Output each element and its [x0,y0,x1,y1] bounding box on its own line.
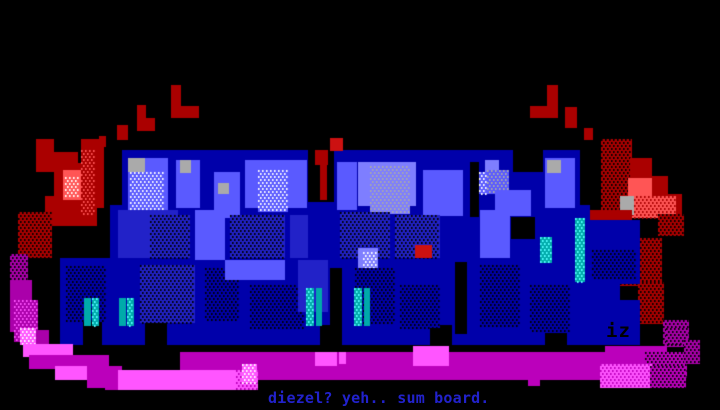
artist-signature: iz [606,320,631,342]
caption-text: diezel? yeh.. sum board. [268,389,490,407]
